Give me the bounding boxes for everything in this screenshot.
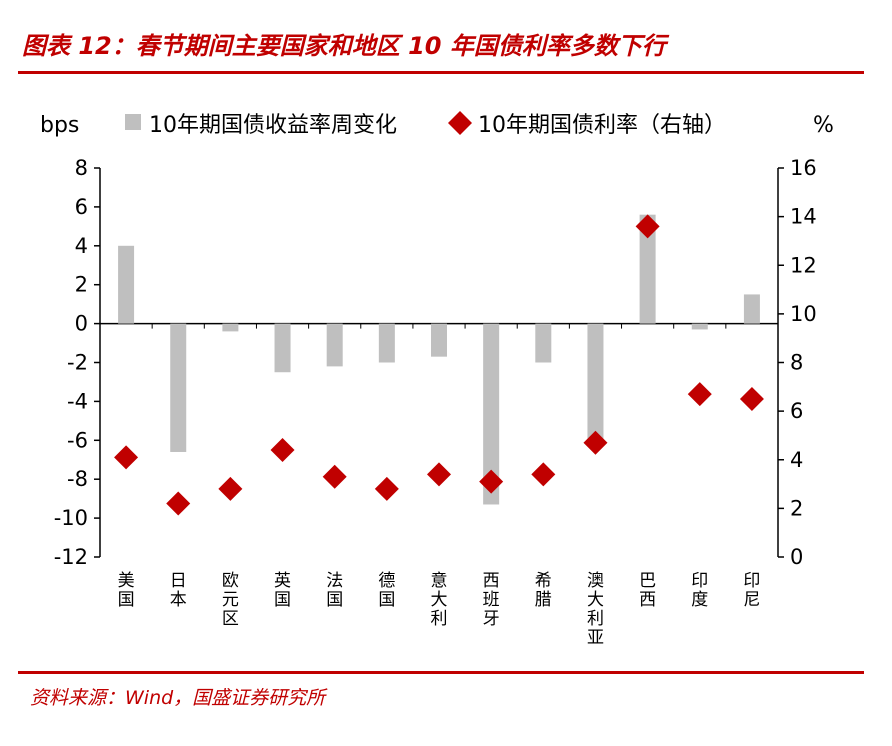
marker-yield — [218, 476, 243, 501]
left-tick-label: 6 — [75, 195, 88, 219]
category-label: 法国 — [326, 571, 343, 610]
bar-weekly-change — [378, 323, 395, 363]
bar-weekly-change — [535, 323, 552, 363]
right-tick-label: 6 — [790, 399, 803, 423]
marker-yield — [583, 430, 608, 455]
marker-yield — [374, 476, 399, 501]
left-tick-label: -2 — [67, 351, 88, 375]
marker-yield — [427, 462, 451, 487]
category-label: 印尼 — [743, 571, 760, 610]
chart-title: 图表 12：春节期间主要国家和地区 10 年国债利率多数下行 — [22, 32, 666, 60]
bar-weekly-change — [118, 245, 135, 324]
marker-yield — [531, 462, 556, 487]
category-label: 欧元区 — [222, 571, 239, 629]
left-axis-unit: bps — [40, 113, 79, 138]
marker-yield — [114, 445, 139, 470]
marker-yield — [687, 382, 712, 407]
right-tick-label: 16 — [790, 156, 817, 180]
legend-marker-swatch — [448, 111, 472, 135]
category-label: 英国 — [274, 571, 291, 610]
bar-weekly-change — [170, 323, 187, 452]
bar-weekly-change — [222, 323, 239, 332]
bar-weekly-change — [743, 294, 760, 324]
right-tick-label: 2 — [790, 496, 803, 520]
marker-yield — [635, 214, 660, 239]
legend-bar-label: 10年期国债收益率周变化 — [149, 113, 397, 138]
bar-weekly-change — [431, 323, 447, 357]
left-tick-label: -10 — [54, 506, 88, 530]
left-tick-label: -6 — [67, 428, 88, 452]
right-tick-label: 0 — [790, 545, 803, 569]
source-note: 资料来源：Wind，国盛证券研究所 — [30, 687, 326, 709]
right-tick-label: 10 — [790, 302, 817, 326]
source-rule — [18, 671, 864, 674]
category-label: 意大利 — [431, 571, 448, 629]
marker-yield — [479, 469, 504, 494]
bar-weekly-change — [691, 323, 708, 330]
title-rule — [18, 71, 864, 74]
bar-weekly-change — [274, 323, 291, 373]
left-tick-label: -4 — [67, 389, 88, 413]
right-tick-label: 8 — [790, 351, 803, 375]
legend-bar-swatch — [125, 114, 141, 130]
left-tick-label: 2 — [75, 273, 88, 297]
legend-marker-label: 10年期国债利率（右轴） — [478, 113, 726, 138]
marker-yield — [270, 438, 295, 463]
bar-weekly-change — [483, 323, 500, 505]
category-label: 美国 — [118, 571, 135, 610]
category-label: 澳大利亚 — [587, 571, 604, 648]
marker-yield — [166, 491, 191, 516]
marker-yield — [739, 386, 764, 411]
bar-weekly-change — [587, 323, 604, 441]
category-label: 西班牙 — [483, 571, 500, 629]
marker-yield — [322, 464, 347, 489]
bar-weekly-change — [326, 323, 343, 367]
right-tick-label: 12 — [790, 253, 817, 277]
left-tick-label: -8 — [67, 467, 88, 491]
left-tick-label: -12 — [54, 545, 88, 569]
right-axis-unit: % — [813, 113, 834, 138]
bar-weekly-change — [639, 214, 656, 324]
category-label: 希腊 — [535, 571, 552, 610]
category-label: 巴西 — [639, 571, 656, 610]
category-label: 德国 — [378, 571, 395, 610]
right-tick-label: 4 — [790, 448, 803, 472]
left-tick-label: 0 — [75, 312, 88, 336]
left-tick-label: 8 — [75, 156, 88, 180]
category-label: 印度 — [691, 571, 708, 610]
right-tick-label: 14 — [790, 205, 817, 229]
left-tick-label: 4 — [75, 234, 88, 258]
category-label: 日本 — [170, 571, 187, 610]
